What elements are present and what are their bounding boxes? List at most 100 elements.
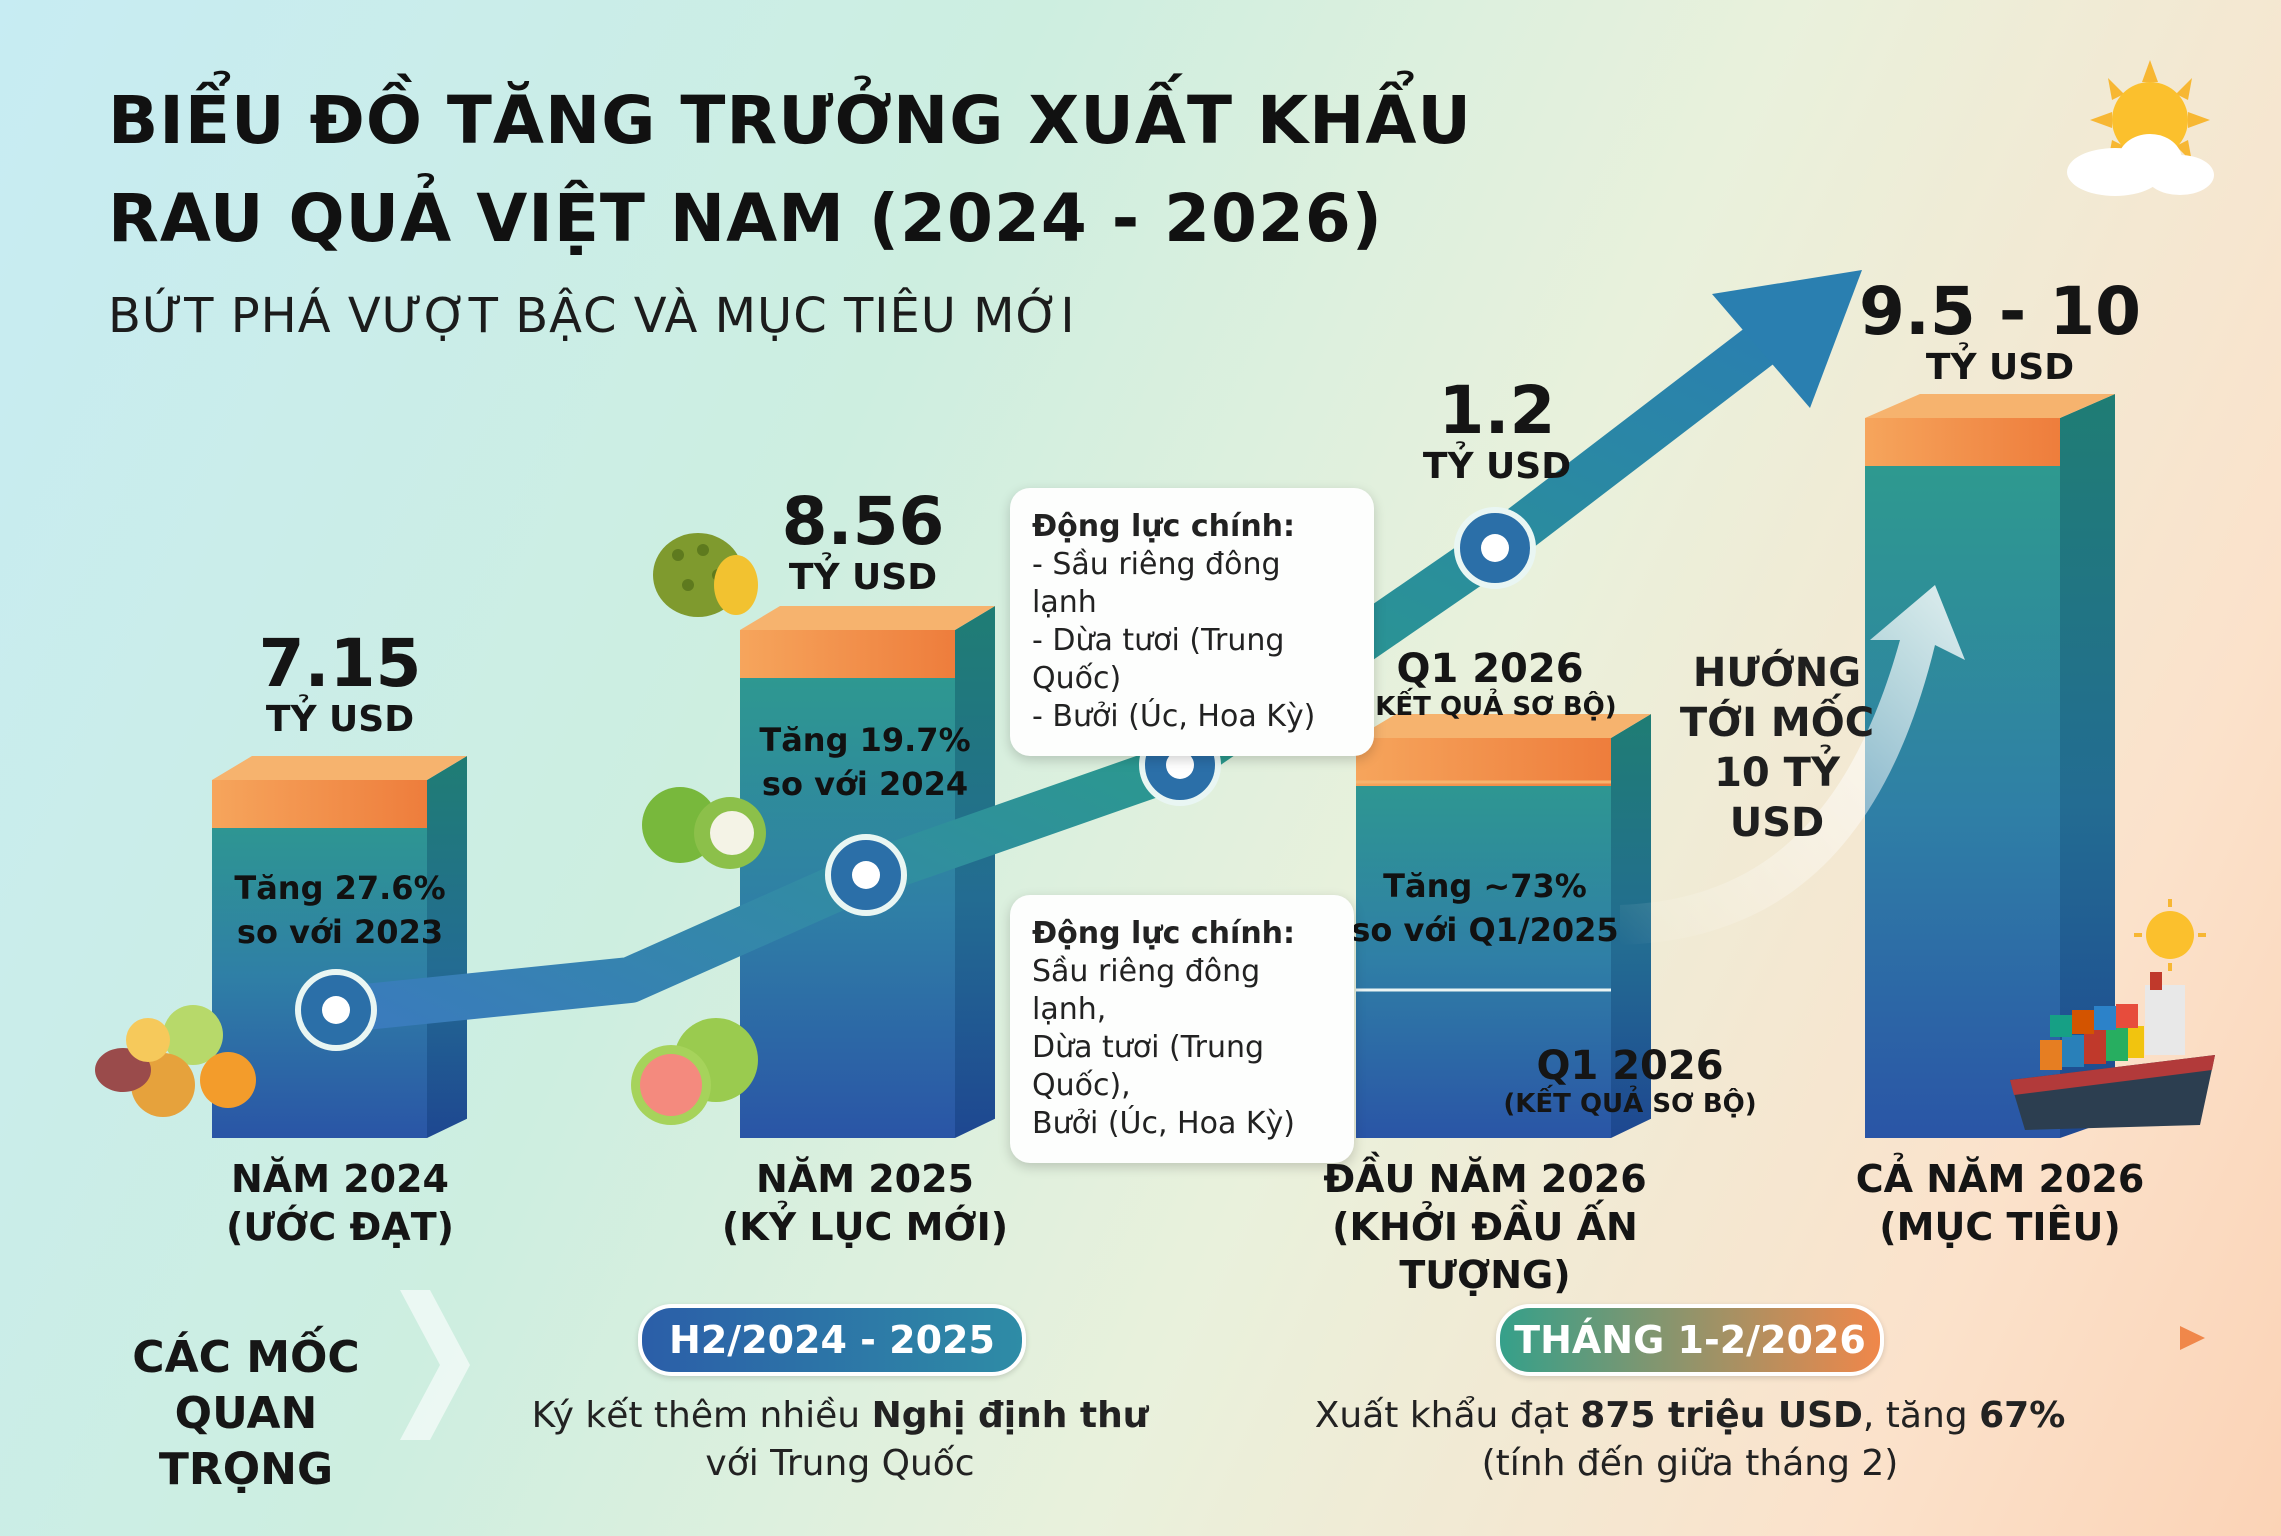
bar-2026-target-front <box>1865 418 2060 1138</box>
page-subtitle: BỨT PHÁ VƯỢT BẬC VÀ MỤC TIÊU MỚI <box>108 288 1076 344</box>
bar-2024-top <box>212 756 467 780</box>
callout-upper-item: - Sầu riêng đông lạnh <box>1032 547 1281 620</box>
bar-2026-target-side <box>2060 394 2115 1138</box>
milestone-text-2-bold2: 67% <box>1979 1395 2066 1436</box>
timeline-arrowhead <box>2180 1326 2205 1350</box>
bar-q1-2026-growth-line1: Tăng ~73% <box>1383 867 1587 905</box>
toward-line-3: 10 TỶ <box>1714 750 1840 796</box>
bar-2024-growth-line2: so với 2023 <box>236 913 444 951</box>
bars-layer <box>212 394 2115 1138</box>
toward-target-label: HƯỚNG TỚI MỐC 10 TỶ USD <box>1672 648 1882 848</box>
bar-q1-2026-unit: TỶ USD <box>1422 446 1572 487</box>
trend-marker-q1-2026-dot <box>1481 534 1509 562</box>
q1-2026-bottom-line1: Q1 2026 <box>1536 1043 1724 1089</box>
milestone-text-2-pre: Xuất khẩu đạt <box>1314 1395 1581 1436</box>
bar-2024-value: 7.15 TỶ USD <box>240 628 440 740</box>
bar-q1-2026-top <box>1356 714 1651 738</box>
toward-line-4: USD <box>1729 800 1825 846</box>
x-label-early-2026-line2: (KHỞI ĐẦU ẤN TƯỢNG) <box>1332 1205 1638 1297</box>
title-line-1: BIỂU ĐỒ TĂNG TRƯỞNG XUẤT KHẨU <box>108 82 1473 159</box>
bar-2025-cap <box>740 630 955 678</box>
q1-2026-bottom-line2: (KẾT QUẢ SƠ BỘ) <box>1503 1089 1757 1119</box>
q1-2026-top-line1: Q1 2026 <box>1396 646 1584 692</box>
milestone-pill-1: H2/2024 - 2025 <box>638 1304 1026 1376</box>
page-title: BIỂU ĐỒ TĂNG TRƯỞNG XUẤT KHẨU RAU QUẢ VI… <box>108 72 1472 268</box>
milestones-title: CÁC MỐC QUAN TRỌNG <box>96 1330 396 1498</box>
milestone-text-1-bold: Nghị định thư <box>871 1395 1149 1436</box>
coconut-icon <box>642 787 766 869</box>
bar-q1-2026-growth-line2: so với Q1/2025 <box>1351 911 1619 949</box>
bar-q1-2026-growth: Tăng ~73% so với Q1/2025 <box>1345 864 1625 952</box>
q1-2026-top-line2: (KẾT QUẢ SƠ BỘ) <box>1363 692 1617 722</box>
toward-target-arrow <box>1620 585 1965 945</box>
bar-2024-value-number: 7.15 <box>258 625 422 702</box>
milestone-chevron <box>400 1290 470 1440</box>
milestone-text-2-bold: 875 triệu USD <box>1580 1395 1863 1436</box>
x-label-2025-line1: NĂM 2025 <box>755 1157 975 1201</box>
bar-2024-side <box>427 756 467 1138</box>
milestone-text-2-post: , tăng <box>1862 1395 1980 1436</box>
milestone-text-1: Ký kết thêm nhiều Nghị định thư với Trun… <box>520 1392 1160 1488</box>
callout-lower-item: Sầu riêng đông lạnh, <box>1032 954 1261 1027</box>
x-label-2024: NĂM 2024 (ƯỚC ĐẠT) <box>180 1155 500 1251</box>
trend-arrow-head <box>1712 270 1862 408</box>
x-label-early-2026-line1: ĐẦU NĂM 2026 <box>1323 1157 1647 1201</box>
bar-2025-growth-line1: Tăng 19.7% <box>759 721 971 759</box>
callout-upper: Động lực chính: - Sầu riêng đông lạnh - … <box>1010 488 1374 756</box>
x-label-2025: NĂM 2025 (KỶ LỤC MỚI) <box>700 1155 1030 1251</box>
pomelo-icon <box>631 1018 758 1125</box>
bar-2025-unit: TỶ USD <box>788 557 938 598</box>
small-sun-icon <box>2134 899 2206 971</box>
bar-2026-target-value: 9.5 - 10 TỶ USD <box>1830 276 2170 388</box>
bar-2026-target-cap <box>1865 418 2060 466</box>
trend-marker-2024-dot <box>322 996 350 1024</box>
x-label-early-2026: ĐẦU NĂM 2026 (KHỞI ĐẦU ẤN TƯỢNG) <box>1240 1155 1730 1299</box>
trend-marker-2025-dot <box>852 861 880 889</box>
x-label-full-2026-line2: (MỤC TIÊU) <box>1879 1205 2121 1249</box>
trend-arrow-shaft <box>313 307 1803 1033</box>
bar-q1-2026-value: 1.2 TỶ USD <box>1397 375 1597 487</box>
bar-2025-growth: Tăng 19.7% so với 2024 <box>735 718 995 806</box>
milestone-text-2-line2: (tính đến giữa tháng 2) <box>1481 1443 1899 1484</box>
callout-upper-item: - Bưởi (Úc, Hoa Kỳ) <box>1032 699 1316 734</box>
cargo-ship-icon <box>2010 972 2215 1130</box>
title-line-2: RAU QUẢ VIỆT NAM (2024 - 2026) <box>108 180 1383 257</box>
milestones-title-line1: CÁC MỐC <box>132 1332 360 1383</box>
milestone-text-1-pre: Ký kết thêm nhiều <box>531 1395 872 1436</box>
bar-q1-2026-front <box>1356 738 1611 1138</box>
milestone-text-1-line2: với Trung Quốc <box>705 1443 975 1484</box>
sun-cloud-icon <box>2067 60 2214 196</box>
bar-2025-value-number: 8.56 <box>781 483 945 560</box>
x-label-2024-line1: NĂM 2024 <box>230 1157 450 1201</box>
trend-line <box>295 270 1862 1051</box>
mixed-fruit-icon <box>95 1005 256 1117</box>
milestone-pill-2: THÁNG 1-2/2026 <box>1496 1304 1884 1376</box>
bar-2024-cap <box>212 780 427 828</box>
x-label-full-2026-line1: CẢ NĂM 2026 <box>1855 1157 2145 1201</box>
callout-upper-title: Động lực chính: <box>1032 509 1296 544</box>
callout-lower-title: Động lực chính: <box>1032 916 1296 951</box>
q1-2026-bottom-label: Q1 2026 (KẾT QUẢ SƠ BỘ) <box>1490 1043 1770 1119</box>
toward-line-1: HƯỚNG <box>1692 650 1862 696</box>
bar-2024-growth: Tăng 27.6% so với 2023 <box>210 866 470 954</box>
bar-2025-side <box>955 606 995 1138</box>
callout-lower-item: Dừa tươi (Trung Quốc), <box>1032 1030 1265 1103</box>
x-label-2024-line2: (ƯỚC ĐẠT) <box>226 1205 454 1249</box>
toward-line-2: TỚI MỐC <box>1679 700 1875 746</box>
milestones-title-line2: QUAN TRỌNG <box>158 1388 334 1495</box>
bar-2026-target-top <box>1865 394 2115 418</box>
milestone-text-2-line1: Xuất khẩu đạt 875 triệu USD, tăng 67% <box>1300 1392 2080 1440</box>
milestone-text-2: Xuất khẩu đạt 875 triệu USD, tăng 67% (t… <box>1300 1392 2080 1488</box>
bar-2024-unit: TỶ USD <box>265 699 415 740</box>
x-label-2025-line2: (KỶ LỤC MỚI) <box>721 1205 1009 1249</box>
bar-2026-target-value-number: 9.5 - 10 <box>1858 273 2142 350</box>
trend-marker-mid-dot <box>1166 751 1194 779</box>
milestone-text-1-line1: Ký kết thêm nhiều Nghị định thư <box>520 1392 1160 1440</box>
bar-2025-growth-line2: so với 2024 <box>761 765 969 803</box>
bar-2024-growth-line1: Tăng 27.6% <box>234 869 446 907</box>
bar-2026-target-unit: TỶ USD <box>1925 347 2075 388</box>
bar-2025-top <box>740 606 995 630</box>
durian-icon <box>653 533 758 617</box>
